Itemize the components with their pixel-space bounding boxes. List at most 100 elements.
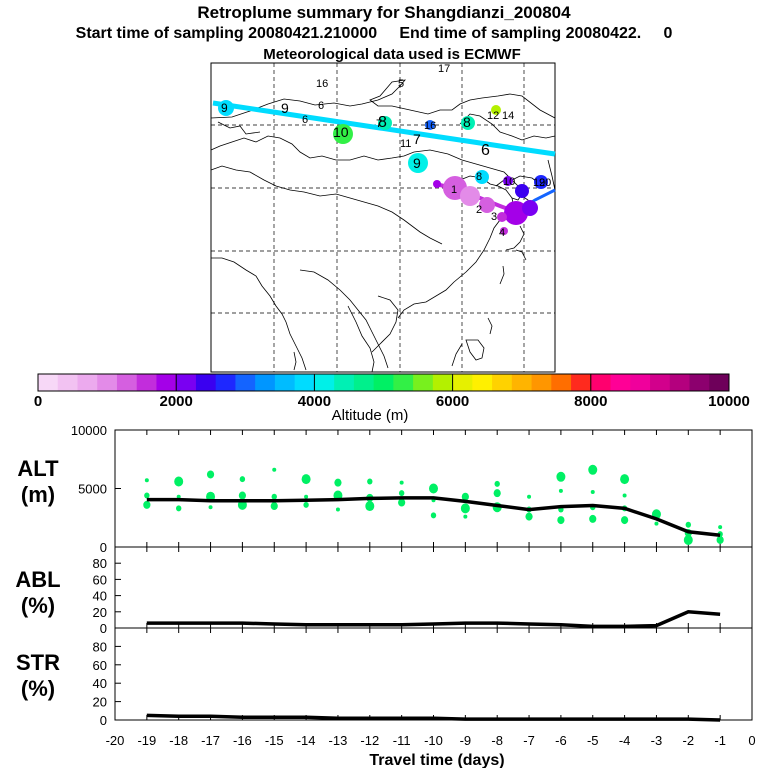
y-tick-label: 0 xyxy=(100,713,107,728)
scatter-point xyxy=(620,474,630,485)
colorbar-swatch xyxy=(432,374,454,391)
colorbar-swatch xyxy=(116,374,138,391)
map-label: 16 xyxy=(316,78,328,90)
scatter-point xyxy=(525,512,533,521)
colorbar-swatch xyxy=(650,374,671,391)
colorbar-swatch xyxy=(77,374,98,391)
map-label: 20 xyxy=(539,177,551,189)
panel-frame xyxy=(114,627,753,721)
colorbar-swatch xyxy=(215,374,236,391)
scatter-point xyxy=(176,494,181,499)
scatter-point xyxy=(272,467,277,472)
scatter-point xyxy=(718,525,723,530)
x-tick-label: -1 xyxy=(714,733,726,748)
map-coastlines xyxy=(210,79,556,373)
scatter-point xyxy=(208,505,213,510)
colorbar-swatch xyxy=(353,374,375,391)
scatter-point xyxy=(206,470,215,479)
map-label: 17 xyxy=(438,63,450,75)
panel-label: (%) xyxy=(21,593,55,618)
colorbar-swatch xyxy=(511,374,533,391)
panel-label: ALT xyxy=(17,456,59,481)
colorbar-swatch xyxy=(314,374,335,391)
panel-label: (%) xyxy=(21,676,55,701)
scatter-point xyxy=(494,480,500,487)
scatter-point xyxy=(304,494,309,499)
colorbar-swatch xyxy=(57,374,78,391)
y-tick-label: 60 xyxy=(93,658,107,673)
scatter-point xyxy=(174,476,184,487)
y-tick-label: 60 xyxy=(93,572,107,587)
scatter-point xyxy=(239,476,246,483)
colorbar-swatch xyxy=(531,374,552,391)
x-tick-label: -2 xyxy=(683,733,695,748)
colorbar-swatch xyxy=(235,374,256,391)
x-tick-label: -17 xyxy=(201,733,220,748)
colorbar-swatch xyxy=(294,374,315,391)
charts: ALT(m)1000050000ABL(%)806040200STR(%)806… xyxy=(15,423,755,768)
scatter-point xyxy=(399,480,404,485)
scatter-point xyxy=(621,516,629,525)
map-label: 19 xyxy=(533,177,545,189)
y-tick-label: 0 xyxy=(100,540,107,555)
colorbar-swatch xyxy=(551,374,572,391)
scatter-point xyxy=(144,492,150,499)
scatter-point xyxy=(430,512,437,519)
colorbar-label: Altitude (m) xyxy=(332,407,409,424)
scatter-point xyxy=(558,488,563,493)
y-tick-label: 80 xyxy=(93,556,107,571)
map-label: 8 xyxy=(476,171,482,183)
scatter-point xyxy=(588,464,598,475)
map-label: 10 xyxy=(333,124,349,140)
scatter-point xyxy=(398,498,406,507)
colorbar-tick-label: 8000 xyxy=(574,393,607,410)
colorbar-tick-label: 0 xyxy=(34,393,42,410)
y-tick-label: 10000 xyxy=(71,423,107,438)
colorbar-swatch xyxy=(156,374,177,391)
colorbar-tick-label: 10000 xyxy=(708,393,750,410)
colorbar-swatch xyxy=(472,374,493,391)
scatter-point xyxy=(716,535,724,544)
colorbar-tick-label: 2000 xyxy=(160,393,193,410)
map-label: 8 xyxy=(463,114,471,130)
colorbar-swatch xyxy=(413,374,434,391)
map-label: 4 xyxy=(499,227,505,239)
scatter-point xyxy=(589,514,597,523)
trajectory-upper xyxy=(212,100,556,157)
x-tick-label: -3 xyxy=(651,733,663,748)
colorbar-swatch xyxy=(571,374,592,391)
map-label: 6 xyxy=(481,142,490,159)
scatter-point xyxy=(683,534,693,545)
colorbar-swatch xyxy=(669,374,691,391)
scatter-point xyxy=(301,474,311,485)
scatter-point xyxy=(590,490,595,495)
scatter-point xyxy=(527,494,532,499)
colorbar-swatch xyxy=(393,374,414,391)
map-label: 3 xyxy=(491,211,497,223)
scatter-point xyxy=(303,501,309,508)
colorbar-swatch xyxy=(709,374,730,391)
colorbar-swatch xyxy=(492,374,513,391)
map-label: 7 xyxy=(413,131,421,147)
scatter-point xyxy=(461,492,469,501)
x-tick-label: -10 xyxy=(424,733,443,748)
scatter-point xyxy=(238,491,246,500)
x-axis-label: Travel time (days) xyxy=(369,752,504,768)
map-label: 6 xyxy=(318,100,324,112)
colorbar-swatch xyxy=(610,374,631,391)
scatter-point xyxy=(176,505,182,512)
x-tick-label: -8 xyxy=(491,733,503,748)
y-tick-label: 40 xyxy=(93,676,107,691)
map-label: 16 xyxy=(424,120,436,132)
colorbar-swatch xyxy=(176,374,197,391)
panel-alt: ALT(m) 10000 5000 0 xyxy=(17,423,753,555)
colorbar: 0 2000 4000 6000 8000 10000 Altitude (m) xyxy=(34,373,750,424)
map-label: 10 xyxy=(503,176,515,188)
series-line-alt xyxy=(146,496,721,538)
colorbar-swatch xyxy=(195,374,217,391)
x-tick-label: -4 xyxy=(619,733,631,748)
x-tick-label: -12 xyxy=(360,733,379,748)
